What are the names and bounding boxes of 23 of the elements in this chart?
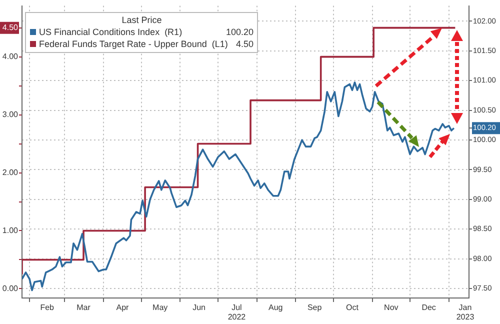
y-tick-label: 4.00 <box>2 52 19 62</box>
x-tick-label: Aug <box>268 303 283 312</box>
x-tick-label: Jan 2023 <box>456 303 475 322</box>
y-tick-label: 1.00 <box>2 226 19 235</box>
x-tick-label: May <box>152 303 168 312</box>
y-tick-label: 4.50 <box>2 23 19 32</box>
x-tick-label: Mar <box>76 303 91 312</box>
x-tick-label: Dec <box>422 303 436 312</box>
x-tick-label: Jun <box>192 303 206 312</box>
x-tick-label: Apr <box>116 303 130 312</box>
x-tick-label: Oct <box>346 303 360 312</box>
legend-label: US Financial Conditions Index (R1) <box>39 26 182 38</box>
annotation: 100.20 <box>224 26 254 38</box>
x-tick-label: Jul 2022 <box>228 303 246 322</box>
y-tick-label: 2.00 <box>2 168 19 177</box>
y-tick-label: 0.00 <box>2 284 19 293</box>
legend-label: Federal Funds Target Rate - Upper Bound (L1) <box>39 38 228 50</box>
x-tick-label: Sep <box>307 303 322 312</box>
x-tick-label: Feb <box>40 303 55 312</box>
x-tick-label: Nov <box>384 303 398 312</box>
y-tick-label: 3.00 <box>2 110 19 119</box>
annotation: 4.50 <box>234 38 254 50</box>
legend-title: Last Price <box>120 14 163 26</box>
